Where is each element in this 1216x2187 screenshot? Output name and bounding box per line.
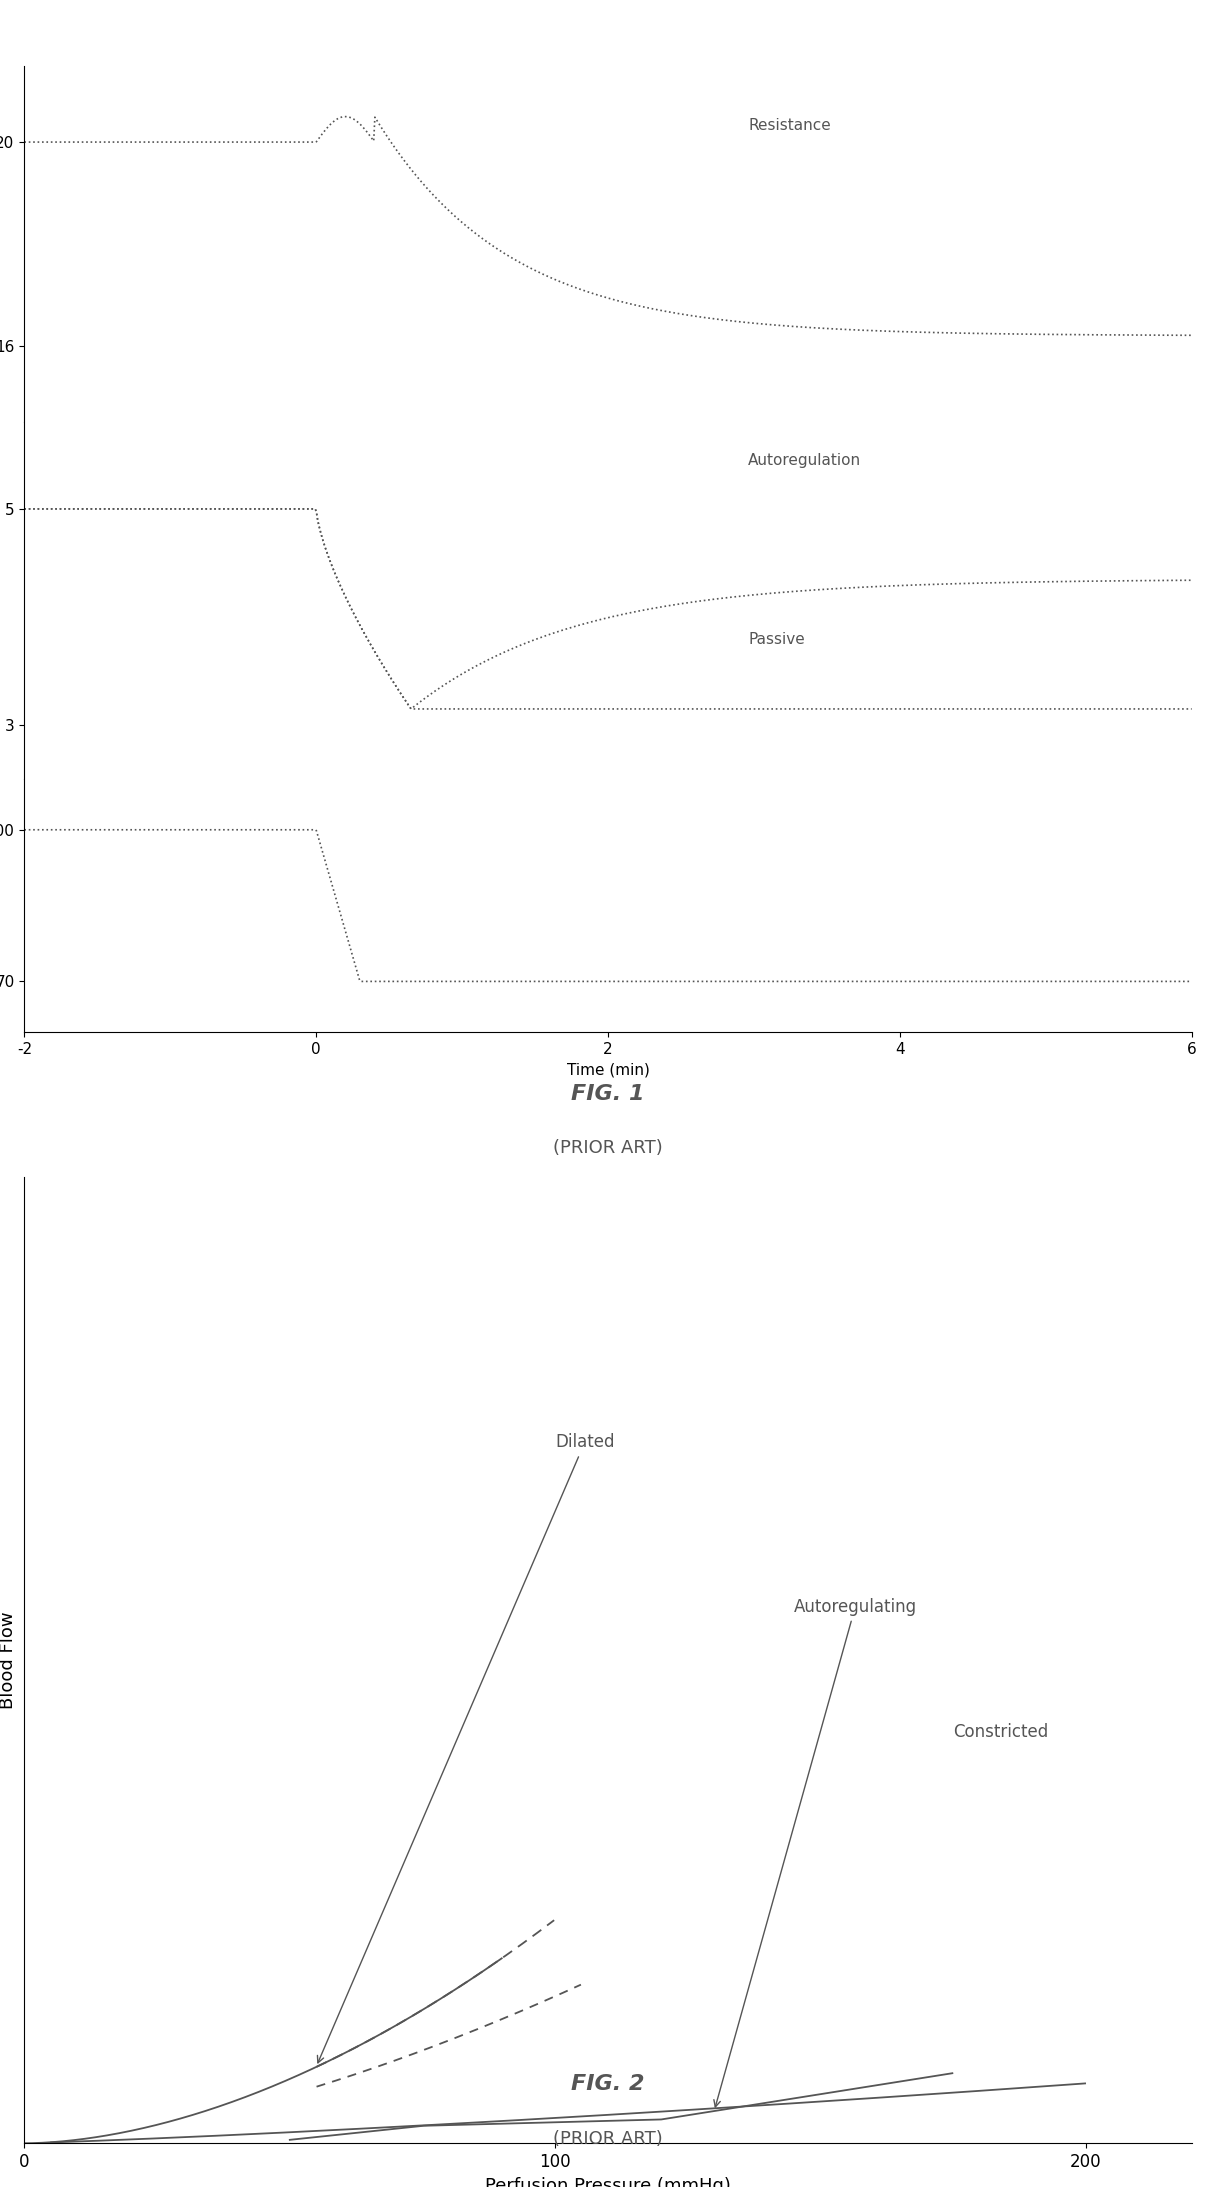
Y-axis label: Blood Flow: Blood Flow bbox=[0, 1612, 17, 1708]
Text: Autoregulation: Autoregulation bbox=[748, 453, 861, 468]
Text: FIG. 1: FIG. 1 bbox=[572, 1083, 644, 1104]
Text: FIG. 2: FIG. 2 bbox=[572, 2073, 644, 2095]
Text: Autoregulating: Autoregulating bbox=[714, 1599, 917, 2106]
Text: Constricted: Constricted bbox=[953, 1723, 1048, 1741]
X-axis label: Time (min): Time (min) bbox=[567, 1063, 649, 1078]
Text: Passive: Passive bbox=[748, 632, 805, 647]
Text: (PRIOR ART): (PRIOR ART) bbox=[553, 2130, 663, 2148]
Text: (PRIOR ART): (PRIOR ART) bbox=[553, 1139, 663, 1157]
Text: Resistance: Resistance bbox=[748, 118, 831, 133]
Text: Dilated: Dilated bbox=[317, 1432, 614, 2062]
X-axis label: Perfusion Pressure (mmHg): Perfusion Pressure (mmHg) bbox=[485, 2176, 731, 2187]
